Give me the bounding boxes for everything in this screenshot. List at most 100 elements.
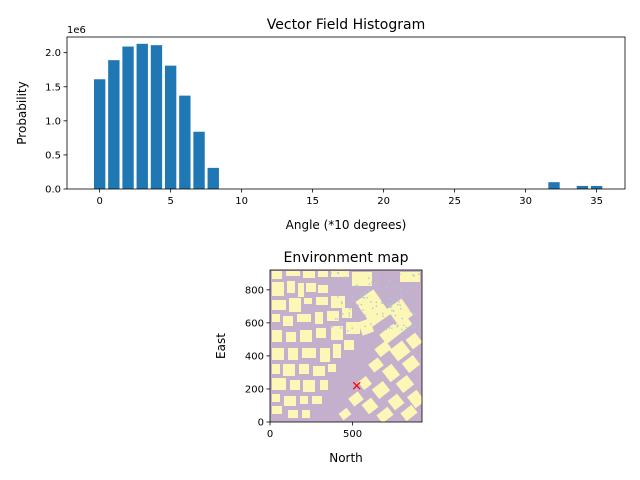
vegetation-speck xyxy=(382,315,384,317)
x-axis-label: North xyxy=(329,451,363,465)
map-image xyxy=(270,270,422,422)
bar-2 xyxy=(122,46,134,189)
vegetation-speck xyxy=(347,330,349,332)
vegetation-speck xyxy=(381,302,384,304)
building xyxy=(298,283,304,297)
vegetation-speck xyxy=(335,288,337,290)
vegetation-speck xyxy=(414,313,417,315)
vegetation-speck xyxy=(366,296,368,299)
vegetation-speck xyxy=(351,327,353,329)
vegetation-speck xyxy=(375,273,378,276)
building xyxy=(318,285,328,293)
building xyxy=(272,364,280,374)
vegetation-speck xyxy=(405,326,408,329)
y-tick-label: 0.5 xyxy=(45,150,61,161)
vegetation-speck xyxy=(414,283,416,286)
vegetation-speck xyxy=(381,300,383,303)
building xyxy=(272,348,284,360)
vegetation-speck xyxy=(404,330,406,332)
vegetation-speck xyxy=(347,280,350,282)
bar-8 xyxy=(207,167,219,189)
building xyxy=(342,308,352,318)
vegetation-speck xyxy=(389,306,391,309)
vegetation-speck xyxy=(411,295,413,298)
vegetation-speck xyxy=(374,283,376,285)
vegetation-speck xyxy=(340,301,343,303)
y-ticks: 0 200 400 600 800 xyxy=(245,285,270,429)
vegetation-speck xyxy=(400,328,403,331)
vegetation-speck xyxy=(336,272,339,274)
y-axis-label: East xyxy=(214,333,228,359)
vegetation-speck xyxy=(349,305,351,308)
vegetation-speck xyxy=(330,286,333,289)
y-tick-label: 800 xyxy=(245,285,264,296)
vegetation-speck xyxy=(393,286,395,288)
building xyxy=(288,348,298,360)
vegetation-speck xyxy=(334,318,337,320)
y-tick-label: 200 xyxy=(245,384,264,395)
vegetation-speck xyxy=(397,292,400,294)
vegetation-speck xyxy=(383,293,386,295)
vegetation-speck xyxy=(335,285,338,288)
bar-6 xyxy=(179,95,191,189)
vegetation-speck xyxy=(356,286,359,288)
map-title: Environment map xyxy=(284,250,409,266)
building xyxy=(302,410,310,418)
building xyxy=(331,296,345,308)
vegetation-speck xyxy=(348,290,350,293)
vegetation-speck xyxy=(388,327,390,329)
building xyxy=(272,282,284,296)
building xyxy=(400,272,420,282)
vegetation-speck xyxy=(391,309,393,312)
x-ticks: 0 5 10 15 20 25 30 35 xyxy=(96,189,603,207)
vegetation-speck xyxy=(391,327,393,329)
vegetation-speck xyxy=(390,297,393,300)
y-axis-label: Probability xyxy=(15,81,29,144)
vegetation-speck xyxy=(342,327,345,329)
vegetation-speck xyxy=(342,313,344,315)
building xyxy=(306,283,316,292)
bar-7 xyxy=(193,131,205,189)
vegetation-speck xyxy=(409,310,411,312)
building xyxy=(272,330,282,342)
vegetation-speck xyxy=(413,275,416,277)
building xyxy=(288,410,298,418)
x-ticks: 0 500 xyxy=(267,422,362,440)
vegetation-speck xyxy=(336,318,339,320)
building xyxy=(283,316,293,326)
vegetation-speck xyxy=(382,312,384,315)
vegetation-speck xyxy=(405,286,407,288)
building xyxy=(406,389,422,409)
vegetation-speck xyxy=(388,280,390,283)
vegetation-speck xyxy=(414,320,417,322)
vegetation-speck xyxy=(368,277,370,279)
vegetation-speck xyxy=(392,310,395,312)
vegetation-speck xyxy=(362,309,364,311)
building xyxy=(303,271,315,278)
vegetation-speck xyxy=(394,314,396,317)
bar-0 xyxy=(93,79,106,189)
x-tick-label: 0 xyxy=(267,429,273,440)
building xyxy=(393,316,413,334)
building xyxy=(361,397,379,415)
vegetation-speck xyxy=(362,296,364,298)
x-tick-label: 30 xyxy=(519,196,532,207)
x-tick-label: 0 xyxy=(96,196,102,207)
building xyxy=(331,271,349,277)
vegetation-speck xyxy=(344,276,346,279)
building xyxy=(300,330,312,342)
building xyxy=(272,300,286,310)
x-axis-label: Angle (*10 degrees) xyxy=(286,218,407,232)
building xyxy=(400,404,418,422)
x-tick-label: 15 xyxy=(306,196,319,207)
building xyxy=(272,271,282,279)
building xyxy=(287,281,295,293)
bars xyxy=(93,43,603,190)
vegetation-speck xyxy=(340,321,342,323)
vegetation-speck xyxy=(354,285,356,287)
vegetation-speck xyxy=(360,295,362,297)
y-tick-label: 600 xyxy=(245,318,264,329)
building xyxy=(368,357,384,373)
y-tick-label: 0 xyxy=(258,418,264,429)
building xyxy=(316,297,328,305)
